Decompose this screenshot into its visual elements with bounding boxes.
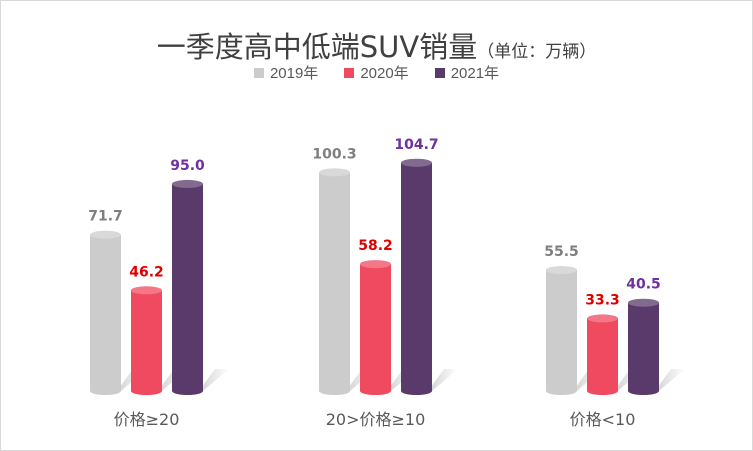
category-label-1: 价格≥20 [114, 410, 180, 429]
data-label-2021-group-3: 40.5 [626, 277, 661, 293]
data-label-2020-group-1: 46.2 [129, 264, 164, 280]
bar-2020-group-1 [131, 290, 162, 395]
data-label-2019-group-3: 55.5 [544, 244, 579, 260]
chart-title: 一季度高中低端SUV销量（单位：万辆） [0, 24, 753, 66]
category-label-3: 价格<10 [570, 410, 636, 429]
bar-2019-group-2 [319, 172, 350, 395]
legend-item-2019: 2019年 [253, 62, 319, 83]
bar-cap-2021-group-1 [172, 179, 203, 188]
data-label-2021-group-2: 104.7 [394, 137, 438, 153]
legend-swatch-2021 [434, 67, 445, 78]
bar-shadow-2021-group-2 [428, 369, 458, 391]
bar-shadow-2021-group-1 [199, 369, 229, 391]
bar-cap-2019-group-2 [319, 168, 350, 177]
data-label-2021-group-1: 95.0 [170, 158, 205, 174]
bar-2020-group-2 [360, 264, 391, 395]
chart-title-unit: （单位：万辆） [477, 42, 597, 62]
legend-swatch-2019 [253, 67, 264, 78]
category-label-2: 20>价格≥10 [326, 410, 426, 429]
bar-cap-2021-group-2 [401, 158, 432, 167]
data-label-2020-group-2: 58.2 [358, 238, 393, 254]
bar-cap-2019-group-1 [90, 230, 121, 239]
legend-label-2021: 2021年 [450, 65, 500, 82]
legend-item-2020: 2020年 [344, 62, 409, 83]
legend-swatch-2020 [344, 67, 355, 78]
chart-title-main: 一季度高中低端SUV销量 [156, 30, 478, 64]
bar-cap-2021-group-3 [628, 298, 659, 307]
bar-cap-2019-group-3 [546, 266, 577, 275]
legend: 2019年 2020年 2021年 [0, 62, 753, 83]
bar-cap-2020-group-1 [131, 286, 162, 295]
legend-item-2021: 2021年 [434, 62, 500, 83]
bar-2019-group-3 [546, 270, 577, 395]
data-label-2019-group-2: 100.3 [312, 146, 356, 162]
legend-label-2019: 2019年 [269, 65, 319, 82]
bar-cap-2020-group-2 [360, 260, 391, 269]
bar-2021-group-1 [172, 183, 203, 395]
data-label-2020-group-3: 33.3 [585, 292, 620, 308]
legend-label-2020: 2020年 [360, 65, 409, 82]
bar-cap-2020-group-3 [587, 314, 618, 323]
bar-2020-group-3 [587, 318, 618, 395]
bar-2021-group-3 [628, 302, 659, 395]
bar-2019-group-1 [90, 234, 121, 395]
bar-shadow-2021-group-3 [655, 369, 685, 391]
data-label-2019-group-1: 71.7 [88, 209, 123, 225]
bar-2021-group-2 [401, 162, 432, 395]
